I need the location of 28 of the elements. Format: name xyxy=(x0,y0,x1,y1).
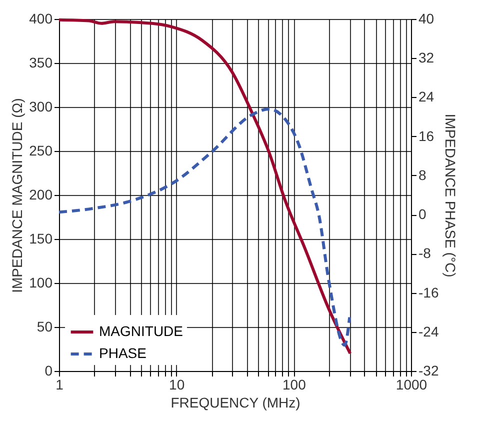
y-axis-title: IMPEDANCE MAGNITUDE (Ω) xyxy=(9,98,26,293)
y2-tick-label: -8 xyxy=(418,245,432,262)
y-tick-label: 150 xyxy=(29,230,53,246)
y2-tick-label: -32 xyxy=(418,362,439,378)
y2-tick-label: 16 xyxy=(418,128,434,144)
y2-tick-label: -24 xyxy=(418,323,439,340)
y2-tick-label: 24 xyxy=(418,88,434,105)
x-tick-label: 10 xyxy=(169,376,185,392)
y2-tick-label: 8 xyxy=(418,166,426,183)
x-tick-label: 1 xyxy=(56,376,64,392)
y2-tick-label: 40 xyxy=(418,10,434,26)
y-tick-label: 350 xyxy=(29,54,53,70)
y-tick-label: 250 xyxy=(29,142,53,158)
x-axis-title: FREQUENCY (MHz) xyxy=(170,394,300,410)
y-tick-label: 400 xyxy=(29,10,53,26)
y-tick-label: 50 xyxy=(36,318,53,334)
y2-axis-title: IMPEDANCE PHASE (°C) xyxy=(442,114,459,278)
x-tick-label: 1000 xyxy=(396,376,428,392)
y-tick-label: 0 xyxy=(44,362,53,378)
y-tick-label: 300 xyxy=(29,98,53,114)
y2-tick-label: 0 xyxy=(418,206,426,222)
y-tick-label: 100 xyxy=(29,274,53,290)
legend-label: PHASE xyxy=(99,345,146,361)
legend-label: MAGNITUDE xyxy=(99,323,183,339)
y2-tick-label: -16 xyxy=(418,284,439,300)
y-tick-label: 200 xyxy=(29,186,53,202)
y2-tick-label: 32 xyxy=(418,50,434,66)
x-tick-label: 100 xyxy=(282,376,306,392)
